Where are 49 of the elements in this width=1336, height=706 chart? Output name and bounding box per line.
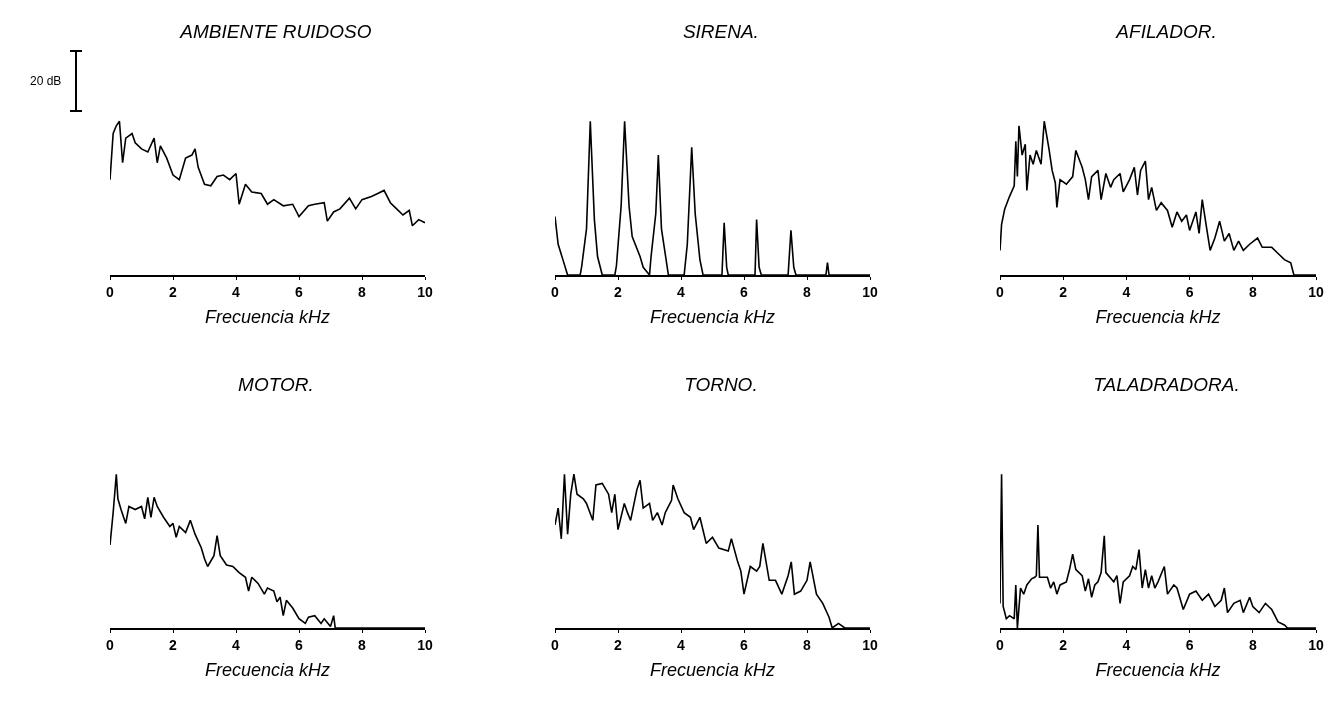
x-axis-title: Frecuencia kHz xyxy=(204,307,331,328)
x-tick-label: 0 xyxy=(996,636,1005,653)
x-tick-label: 2 xyxy=(169,283,178,300)
x-tick-label: 8 xyxy=(1248,636,1257,653)
x-tick-label: 6 xyxy=(740,283,749,300)
x-axis-title: Frecuencia kHz xyxy=(649,307,776,328)
x-tick-label: 0 xyxy=(106,636,115,653)
x-tick-label: 10 xyxy=(862,636,878,653)
x-tick-label: 0 xyxy=(551,283,560,300)
x-tick-label: 2 xyxy=(1059,283,1068,300)
x-tick-label: 10 xyxy=(417,283,433,300)
chart-title: AFILADOR. xyxy=(1115,21,1217,43)
x-tick-label: 6 xyxy=(295,636,304,653)
x-axis-title: Frecuencia kHz xyxy=(1095,307,1221,328)
x-tick-label: 10 xyxy=(1308,636,1324,653)
x-tick-label: 8 xyxy=(358,636,367,653)
x-axis-title: Frecuencia kHz xyxy=(649,660,776,681)
chart-title: SIRENA. xyxy=(682,21,759,43)
chart-title: TORNO. xyxy=(684,374,758,396)
x-tick-label: 4 xyxy=(232,283,241,300)
x-tick-label: 4 xyxy=(1122,283,1131,300)
x-tick-label: 0 xyxy=(996,283,1005,300)
text: 20 dB xyxy=(30,74,62,88)
chart-title: TALADRADORA. xyxy=(1093,374,1240,396)
x-axis-title: Frecuencia kHz xyxy=(204,660,331,681)
x-tick-label: 6 xyxy=(295,283,304,300)
x-tick-label: 10 xyxy=(862,283,878,300)
x-tick-label: 4 xyxy=(677,636,686,653)
x-axis-title: Frecuencia kHz xyxy=(1095,660,1221,681)
x-tick-label: 4 xyxy=(677,283,686,300)
x-tick-label: 8 xyxy=(358,283,367,300)
x-tick-label: 10 xyxy=(417,636,433,653)
x-tick-label: 6 xyxy=(740,636,749,653)
x-tick-label: 8 xyxy=(803,283,812,300)
x-tick-label: 2 xyxy=(169,636,178,653)
x-tick-label: 6 xyxy=(1185,636,1194,653)
x-tick-label: 0 xyxy=(106,283,115,300)
x-tick-label: 2 xyxy=(1059,636,1068,653)
chart-title: AMBIENTE RUIDOSO xyxy=(179,21,372,43)
x-tick-label: 2 xyxy=(614,636,623,653)
x-tick-label: 4 xyxy=(1122,636,1131,653)
x-tick-label: 4 xyxy=(232,636,241,653)
x-tick-label: 6 xyxy=(1185,283,1194,300)
x-tick-label: 2 xyxy=(614,283,623,300)
x-tick-label: 8 xyxy=(803,636,812,653)
x-tick-label: 10 xyxy=(1308,283,1324,300)
chart-title: MOTOR. xyxy=(238,374,314,396)
x-tick-label: 8 xyxy=(1248,283,1257,300)
x-tick-label: 0 xyxy=(551,636,560,653)
